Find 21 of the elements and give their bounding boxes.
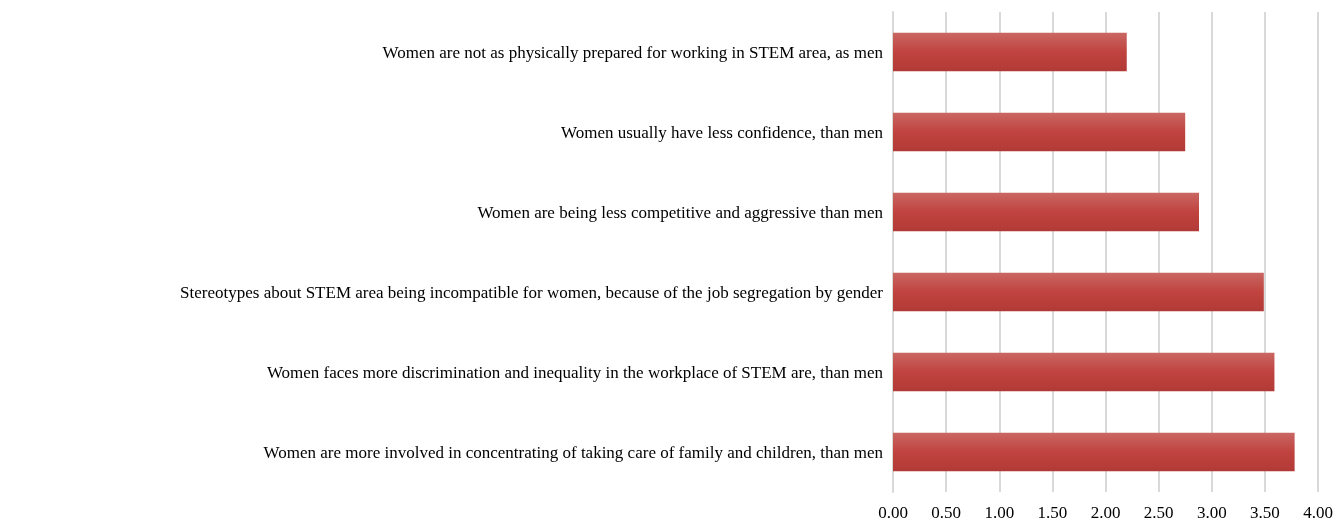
bar [893,32,1127,72]
y-tick-label: Women are being less competitive and aggressive than men [477,202,884,222]
bar [893,432,1295,472]
x-tick-label: 3.50 [1250,503,1280,522]
y-tick-label: Women faces more discrimination and inequality in the workplace of STEM are, than men [266,362,884,382]
bar [893,272,1264,312]
x-tick-label: 4.00 [1303,503,1333,522]
x-tick-label: 0.50 [931,503,961,522]
x-tick-label: 2.50 [1143,503,1174,522]
bar [893,352,1275,392]
x-tick-label: 0.00 [878,503,908,522]
y-tick-label: Stereotypes about STEM area being incompatible for women, because of the job segregation by gender [180,282,884,302]
bar [893,112,1186,152]
x-tick-label: 3.00 [1196,503,1227,522]
x-tick-label: 1.00 [984,503,1015,522]
x-tick-label: 1.50 [1037,503,1068,522]
y-tick-label: Women are more involved in concentrating of taking care of family and children, than men [263,442,884,462]
y-tick-label: Women are not as physically prepared for working in STEM area, as men [382,42,884,62]
bar [893,192,1199,232]
x-tick-label: 2.00 [1090,503,1121,522]
y-tick-label: Women usually have less confidence, than men [560,122,884,142]
